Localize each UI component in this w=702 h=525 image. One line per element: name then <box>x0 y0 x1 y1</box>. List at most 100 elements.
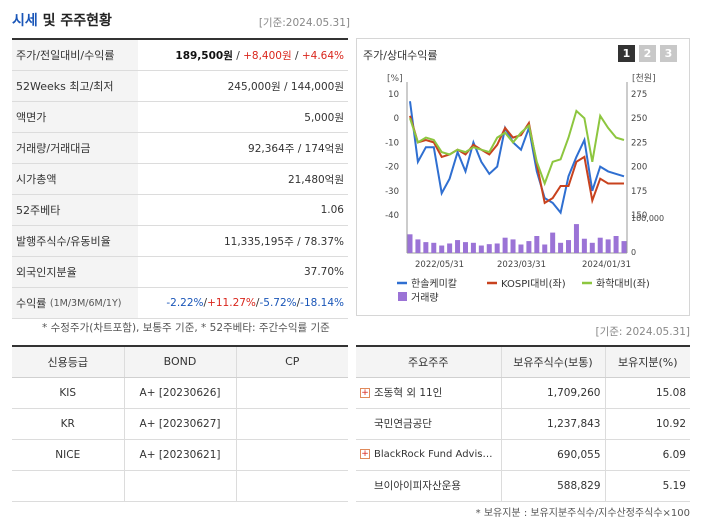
y-right-tick-label: 150 <box>631 211 647 221</box>
volume-bar <box>558 242 564 253</box>
info-label: 발행주식수/유동비율 <box>12 226 138 256</box>
holder-shares: 1,237,843 <box>501 408 606 440</box>
stock-info-table: 주가/전일대비/수익률 189,500원 / +8,400원 / +4.64% … <box>12 38 348 319</box>
info-row-marketcap: 시가총액 21,480억원 <box>12 164 348 195</box>
volume-bar <box>597 237 603 253</box>
separator: / <box>296 297 301 309</box>
info-label: 수익률 (1M/3M/6M/1Y) <box>12 288 138 318</box>
holder-shares: 1,709,260 <box>501 377 606 409</box>
chart-panel: 주가/상대수익률 1 2 3 [%] [천원] 10 0 -10 -20 -30 -40 275… <box>356 38 690 316</box>
volume-tick-label: 100,000 <box>631 214 664 223</box>
y-left-tick-label: -20 <box>385 163 399 173</box>
volume-bar <box>415 239 421 253</box>
holder-shares: 690,055 <box>501 439 606 471</box>
major-holders-table: 주요주주 보유주식수(보통) 보유지분(%) + 조동혁 외 11인 1,709,… <box>356 345 690 502</box>
volume-bar <box>534 236 540 253</box>
table-row <box>12 470 348 502</box>
info-row-price: 주가/전일대비/수익률 189,500원 / +8,400원 / +4.64% <box>12 40 348 71</box>
credit-cp <box>236 439 348 471</box>
empty-cell <box>124 470 237 502</box>
legend-label: 한솔케미칼 <box>411 277 457 290</box>
info-value: 1.06 <box>320 204 344 216</box>
chart-page-1[interactable]: 1 <box>618 45 635 62</box>
page-title-main: 시세 <box>12 13 38 29</box>
base-date: [기준:2024.05.31] <box>258 17 350 29</box>
series-line <box>409 101 625 215</box>
info-label: 52Weeks 최고/최저 <box>12 71 138 101</box>
volume-bar <box>589 242 595 253</box>
volume-bar <box>581 238 587 253</box>
separator: / <box>203 297 208 309</box>
volume-bar <box>621 241 627 253</box>
volume-bar <box>407 234 413 253</box>
info-label: 액면가 <box>12 102 138 132</box>
holder-name: 조동혁 외 11인 <box>374 387 443 399</box>
info-label: 외국인지분율 <box>12 257 138 287</box>
current-price: 189,500원 <box>175 49 233 62</box>
holder-note: * 보유지분 : 보유지분주식수/지수산정주식수×100 <box>475 508 690 519</box>
empty-cell <box>12 470 125 502</box>
column-header: 신용등급 <box>12 346 125 378</box>
table-row: KR A+ [20230627] <box>12 408 348 440</box>
expand-plus-icon[interactable]: + <box>360 388 370 398</box>
legend-label: 거래량 <box>411 292 439 304</box>
x-tick-label: 2022/05/31 <box>415 260 464 270</box>
left-axis-unit: [%] <box>387 74 403 84</box>
volume-bar <box>510 239 516 253</box>
volume-bar <box>447 243 453 253</box>
holder-name-cell: + 조동혁 외 11인 <box>356 377 502 409</box>
volume-bar <box>431 242 437 253</box>
holder-name-cell: + BlackRock Fund Advis… <box>356 439 502 471</box>
volume-bar <box>573 224 579 253</box>
base-date-2: [기준: 2024.05.31] <box>595 326 690 338</box>
volume-bar <box>526 241 532 253</box>
info-note: * 수정주가(차트포함), 보통주 기준, * 52주베타: 주간수익률 기준 <box>42 322 330 334</box>
x-tick-label: 2024/01/31 <box>582 260 631 270</box>
y-left-tick-label: -10 <box>385 138 399 148</box>
returns-label: 수익률 <box>16 297 47 310</box>
volume-bar <box>566 240 572 253</box>
volume-bar <box>423 242 429 253</box>
holder-name: BlackRock Fund Advis… <box>374 449 493 460</box>
holder-pct: 6.09 <box>605 439 690 471</box>
returns-label-small: (1M/3M/6M/1Y) <box>49 297 122 309</box>
volume-bar <box>542 244 548 253</box>
info-row-volume: 거래량/거래대금 92,364주 / 174억원 <box>12 133 348 164</box>
column-header: 보유지분(%) <box>605 346 690 378</box>
table-row: + BlackRock Fund Advis… 690,055 6.09 <box>356 439 690 471</box>
returns-values: -2.22%/+11.27%/-5.72%/-18.14% <box>138 297 348 309</box>
info-value: 5,000원 <box>304 111 344 124</box>
volume-tick-label: 0 <box>631 248 636 257</box>
info-label: 시가총액 <box>12 164 138 194</box>
expand-plus-icon[interactable]: + <box>360 449 370 459</box>
legend-label: KOSPI대비(좌) <box>501 278 566 290</box>
column-header: 보유주식수(보통) <box>501 346 606 378</box>
info-label: 52주베타 <box>12 195 138 225</box>
y-right-tick-label: 200 <box>631 163 647 173</box>
separator: / <box>291 49 302 62</box>
return-1y: -18.14% <box>300 297 344 309</box>
return-6m: -5.72% <box>259 297 297 309</box>
chart-page-2[interactable]: 2 <box>639 45 656 62</box>
chart-svg: [%] [천원] 10 0 -10 -20 -30 -40 275 250 225 200 175 150… <box>385 73 664 304</box>
info-row-beta: 52주베타 1.06 <box>12 195 348 226</box>
holder-pct: 15.08 <box>605 377 690 409</box>
volume-bar <box>502 237 508 253</box>
table-row: NICE A+ [20230621] <box>12 439 348 471</box>
price-change-pct: +4.64% <box>301 49 344 62</box>
chart-page-3[interactable]: 3 <box>660 45 677 62</box>
column-header: BOND <box>124 346 237 378</box>
return-1m: -2.22% <box>166 297 204 309</box>
info-value: 37.70% <box>303 266 344 278</box>
volume-bar <box>550 232 556 253</box>
volume-bar <box>486 244 492 253</box>
info-label: 거래량/거래대금 <box>12 133 138 163</box>
info-row-foreign: 외국인지분율 37.70% <box>12 257 348 288</box>
credit-agency: KIS <box>12 377 125 409</box>
chart-title: 주가/상대수익률 <box>363 49 438 62</box>
volume-bar <box>470 242 476 253</box>
volume-bar <box>478 245 484 253</box>
series-line <box>409 109 625 187</box>
y-right-tick-label: 175 <box>631 187 647 197</box>
volume-bar <box>518 244 524 253</box>
